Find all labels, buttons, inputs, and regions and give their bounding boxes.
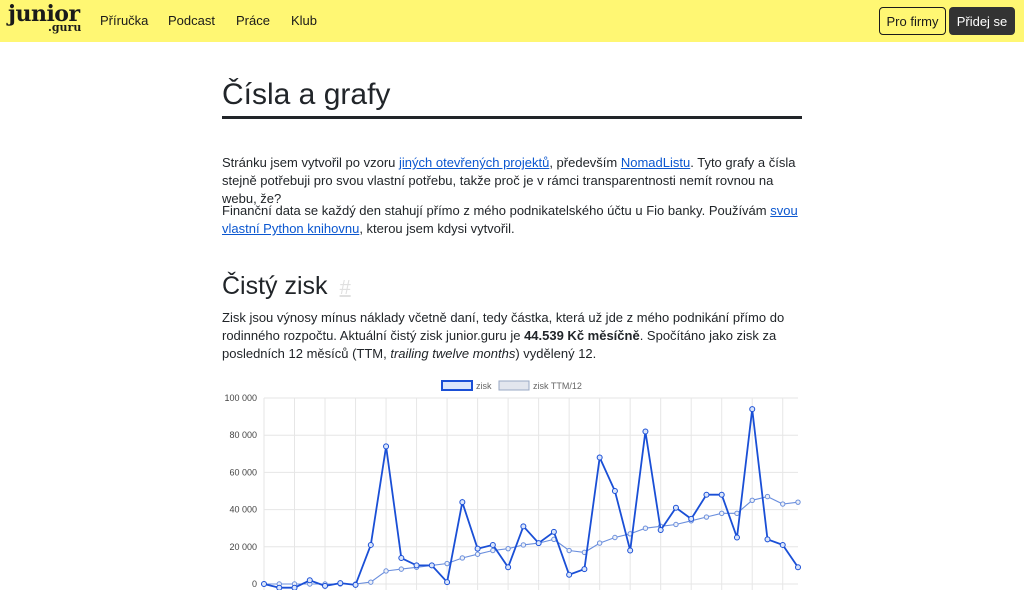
data-point-zisk-ttm bbox=[673, 521, 679, 528]
nav-link-podcast[interactable]: Podcast bbox=[168, 13, 215, 28]
data-point-zisk-ttm bbox=[780, 501, 786, 507]
y-tick-label: 60 000 bbox=[229, 467, 257, 477]
section-text: . Spočítáno jako zisk za posledních 12 m… bbox=[222, 328, 777, 361]
data-point-zisk-ttm bbox=[566, 547, 572, 554]
data-point-zisk bbox=[306, 577, 313, 584]
data-point-zisk-ttm bbox=[596, 540, 603, 546]
data-point-zisk bbox=[733, 534, 740, 541]
link-python-library[interactable]: svou vlastní Python knihovnu bbox=[222, 203, 798, 236]
data-point-zisk bbox=[383, 443, 390, 450]
data-point-zisk bbox=[505, 564, 512, 571]
data-point-zisk-ttm bbox=[764, 493, 771, 500]
data-point-zisk-ttm bbox=[474, 551, 481, 557]
intro-text: , kterou jsem kdysi vytvořil. bbox=[359, 221, 515, 236]
section-title-text: Čistý zisk bbox=[222, 272, 328, 300]
data-point-zisk bbox=[276, 584, 283, 590]
data-point-zisk-ttm bbox=[505, 545, 511, 552]
join-button[interactable]: Přidej se bbox=[949, 7, 1015, 35]
data-point-zisk-ttm bbox=[642, 525, 649, 531]
current-profit-value: 44.539 Kč měsíčně bbox=[524, 328, 640, 343]
intro-text: , především bbox=[549, 155, 621, 170]
junior-guru-logo[interactable]: junior .guru bbox=[8, 1, 82, 36]
section-text: Zisk jsou výnosy mínus náklady včetně da… bbox=[222, 310, 785, 343]
data-point-zisk bbox=[428, 562, 435, 569]
data-point-zisk-ttm bbox=[719, 510, 725, 517]
y-tick-label: 0 bbox=[252, 579, 257, 589]
intro-text: . Tyto grafy a čísla stejně potřebuji pr… bbox=[222, 155, 796, 206]
link-other-open-projects[interactable]: jiných otevřených projektů bbox=[399, 155, 550, 170]
net-profit-chart: zisk zisk TTM/12 100 000 80 000 60 000 40 000… bbox=[224, 380, 801, 590]
data-point-zisk-ttm bbox=[520, 542, 527, 548]
y-tick-label: 100 000 bbox=[224, 393, 257, 403]
legend-swatch-0 bbox=[441, 380, 473, 391]
data-point-zisk bbox=[322, 582, 329, 589]
data-point-zisk bbox=[459, 499, 466, 506]
ttm-term: trailing twelve months bbox=[390, 346, 516, 361]
legend-label: zisk TTM/12 bbox=[533, 381, 582, 391]
logo-text-guru: .guru bbox=[48, 21, 82, 34]
intro-text: Stránku jsem vytvořil po vzoru bbox=[222, 155, 400, 170]
data-point-zisk bbox=[291, 584, 298, 590]
data-point-zisk bbox=[520, 523, 527, 530]
data-point-zisk-ttm bbox=[459, 555, 466, 561]
data-point-zisk bbox=[535, 540, 542, 547]
data-point-zisk bbox=[581, 566, 588, 573]
data-point-zisk bbox=[596, 454, 603, 461]
series-line-zisk bbox=[263, 409, 799, 589]
intro-paragraph-1: Stránku jsem vytvořil po vzoru jiných ot… bbox=[222, 154, 802, 208]
section-text: ) vydělený 12. bbox=[515, 346, 597, 361]
data-point-zisk bbox=[611, 488, 618, 494]
data-point-zisk bbox=[398, 554, 405, 561]
y-tick-label: 80 000 bbox=[229, 430, 257, 440]
net-profit-paragraph: Zisk jsou výnosy mínus náklady včetně da… bbox=[222, 309, 802, 363]
logo-text-junior: junior bbox=[8, 1, 80, 27]
data-point-zisk bbox=[337, 580, 344, 587]
data-point-zisk bbox=[764, 536, 771, 543]
data-point-zisk bbox=[444, 579, 451, 586]
data-point-zisk bbox=[688, 515, 695, 522]
data-point-zisk bbox=[642, 428, 649, 435]
data-point-zisk-ttm bbox=[368, 579, 374, 585]
data-point-zisk bbox=[779, 541, 786, 548]
data-point-zisk bbox=[352, 581, 359, 588]
data-point-zisk bbox=[474, 545, 481, 552]
link-nomadlist[interactable]: NomadListu bbox=[620, 155, 691, 170]
data-point-zisk bbox=[367, 541, 374, 548]
intro-text: Finanční data se každý den stahují přímo… bbox=[222, 203, 771, 218]
data-point-zisk-ttm bbox=[734, 510, 740, 517]
data-point-zisk-ttm bbox=[490, 547, 496, 554]
section-title-net-profit: Čistý zisk # bbox=[222, 272, 351, 301]
data-point-zisk-ttm bbox=[795, 499, 801, 505]
data-point-zisk bbox=[718, 491, 725, 498]
data-point-zisk bbox=[627, 547, 634, 554]
y-tick-label: 40 000 bbox=[229, 505, 257, 515]
intro-paragraph-2: Finanční data se každý den stahují přímo… bbox=[222, 202, 802, 238]
data-point-zisk-ttm bbox=[383, 568, 389, 574]
data-point-zisk-ttm bbox=[703, 514, 710, 520]
data-point-zisk bbox=[657, 527, 664, 534]
top-navbar: junior .guru Příručka Podcast Práce Klub… bbox=[0, 0, 1024, 42]
data-point-zisk bbox=[413, 562, 420, 569]
data-point-zisk-ttm bbox=[398, 566, 405, 572]
data-point-zisk bbox=[672, 504, 679, 511]
legend-label: zisk bbox=[476, 381, 492, 391]
data-point-zisk bbox=[489, 541, 496, 548]
data-point-zisk bbox=[550, 528, 557, 535]
y-tick-label: 20 000 bbox=[229, 542, 257, 552]
page-title: Čísla a grafy bbox=[222, 78, 802, 119]
data-point-zisk bbox=[703, 491, 710, 498]
data-point-zisk-ttm bbox=[749, 497, 755, 504]
nav-link-prirucka[interactable]: Příručka bbox=[100, 13, 149, 28]
nav-link-prace[interactable]: Práce bbox=[236, 13, 270, 28]
data-point-zisk bbox=[749, 406, 756, 413]
nav-link-klub[interactable]: Klub bbox=[291, 13, 318, 28]
data-point-zisk bbox=[795, 564, 801, 571]
data-point-zisk bbox=[566, 571, 573, 578]
legend-swatch-1 bbox=[498, 380, 530, 391]
for-companies-button[interactable]: Pro firmy bbox=[879, 7, 946, 35]
section-anchor-link[interactable]: # bbox=[339, 277, 351, 299]
data-point-zisk bbox=[261, 581, 267, 587]
data-point-zisk-ttm bbox=[444, 560, 450, 567]
data-point-zisk-ttm bbox=[612, 534, 618, 541]
